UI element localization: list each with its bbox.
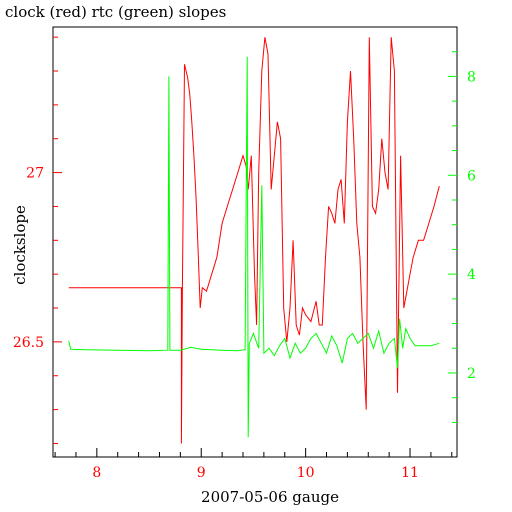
- y2-tick-label: 8: [467, 69, 476, 85]
- y-axis-left-ticks: 26.5 27: [13, 36, 62, 444]
- plot-frame: [52, 26, 458, 458]
- series-layer: [68, 37, 440, 444]
- x-axis-label: 2007-05-06 gauge: [201, 488, 339, 506]
- chart-title: clock (red) rtc (green) slopes: [5, 3, 226, 21]
- y-tick-label: 27: [26, 166, 44, 182]
- x-tick-label: 10: [297, 465, 315, 481]
- y-axis-label: clockslope: [11, 205, 29, 285]
- series-line-rtc: [68, 56, 440, 438]
- x-tick-label: 9: [197, 465, 206, 481]
- y2-tick-label: 4: [467, 267, 476, 283]
- y-axis-right-ticks: 2 4 6 8: [448, 51, 476, 423]
- y2-tick-label: 2: [467, 366, 476, 382]
- y-tick-label: 26.5: [13, 335, 44, 351]
- x-tick-label: 8: [92, 465, 101, 481]
- x-axis-ticks: 8 9 10 11: [54, 448, 453, 481]
- series-line-clock: [68, 37, 440, 444]
- y2-tick-label: 6: [467, 168, 476, 184]
- x-tick-label: 11: [401, 465, 419, 481]
